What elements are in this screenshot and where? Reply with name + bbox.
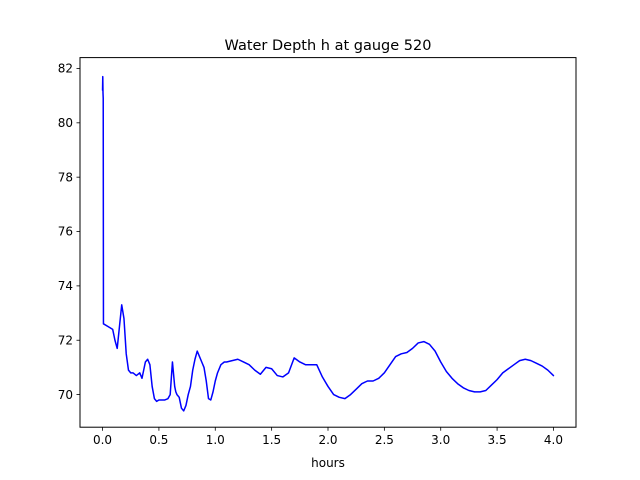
x-tick-label: 1.5 [262,433,281,447]
y-tick-label: 76 [58,225,73,239]
y-tick-label: 80 [58,116,73,130]
y-tick-label: 74 [58,279,73,293]
x-tick-label: 2.0 [318,433,337,447]
x-tick-label: 0.0 [93,433,112,447]
y-tick-label: 70 [58,388,73,402]
x-tick-label: 3.0 [431,433,450,447]
y-axis: 70 72 74 76 78 80 82 [58,62,80,402]
chart-title: Water Depth h at gauge 520 [225,38,432,54]
x-tick-label: 4.0 [544,433,563,447]
y-tick-label: 72 [58,333,73,347]
x-tick-label: 3.5 [488,433,507,447]
series-layer [101,75,555,412]
x-tick-label: 1.0 [206,433,225,447]
y-tick-label: 78 [58,170,73,184]
series-line [101,75,555,412]
x-axis: 0.0 0.5 1.0 1.5 2.0 2.5 3.0 3.5 4.0 [93,427,563,447]
x-axis-label: hours [311,456,345,470]
x-tick-label: 2.5 [375,433,394,447]
y-tick-label: 82 [58,62,73,76]
x-tick-label: 0.5 [149,433,168,447]
